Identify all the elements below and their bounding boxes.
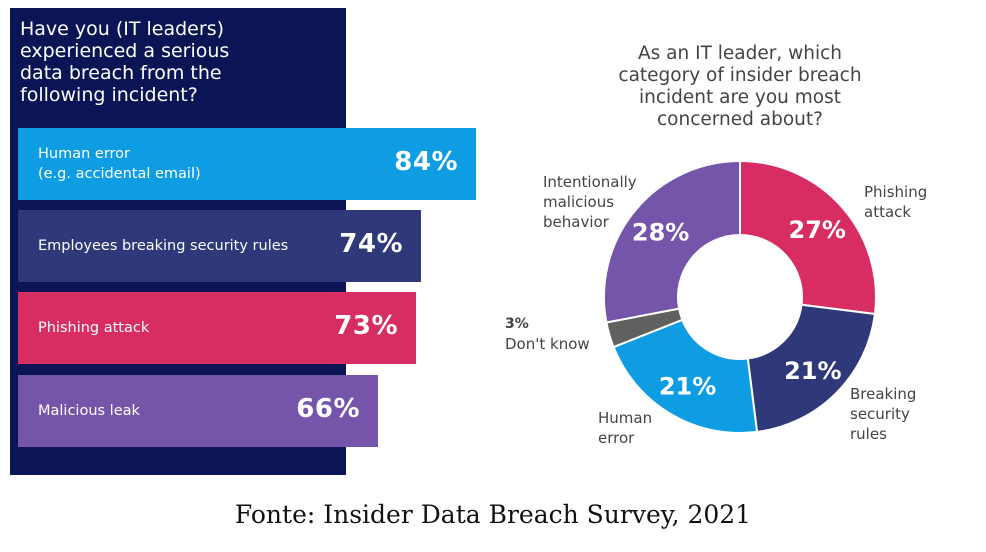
source-caption: Fonte: Insider Data Breach Survey, 2021: [234, 500, 752, 529]
slice-label-phishing: Phishing attack: [864, 183, 928, 221]
bar-value-malicious-leak: 66%: [296, 394, 360, 424]
slice-label-human-error: Human error: [598, 409, 653, 447]
bar-label-breaking-rules: Employees breaking security rules: [38, 238, 289, 254]
slice-label-malicious: Intentionally malicious behavior: [543, 173, 637, 231]
bar-label-human-error: Human error (e.g. accidental email): [38, 146, 201, 182]
bar-label-phishing: Phishing attack: [38, 320, 150, 336]
bar-value-breaking-rules: 74%: [339, 229, 403, 259]
slice-value-breaking-rules: 21%: [784, 357, 841, 385]
slice-human-error: [612, 318, 759, 434]
slice-label-breaking-rules: Breaking security rules: [850, 385, 917, 443]
slice-value-human-error: 21%: [659, 373, 716, 401]
donut-chart-title: As an IT leader, which category of insid…: [618, 43, 862, 130]
bar-chart-title: Have you (IT leaders) experienced a seri…: [20, 18, 230, 106]
slice-value-malicious: 28%: [632, 218, 689, 246]
slice-breaking-rules: [746, 303, 877, 434]
bar-value-human-error: 84%: [394, 147, 458, 177]
slice-value-dont-know: 3%: [505, 316, 529, 332]
bar-label-malicious-leak: Malicious leak: [38, 403, 140, 419]
slice-label-dont-know: Don't know: [505, 335, 590, 353]
slice-phishing: [739, 159, 877, 316]
bar-breaking-rules: Employees breaking security rules 74%: [18, 210, 421, 282]
slice-malicious: [603, 159, 741, 324]
slice-value-phishing: 27%: [789, 216, 846, 244]
bar-malicious-leak: Malicious leak 66%: [18, 375, 378, 447]
bar-phishing: Phishing attack 73%: [18, 292, 416, 364]
bar-value-phishing: 73%: [334, 311, 398, 341]
bar-human-error: Human error (e.g. accidental email) 84%: [18, 128, 476, 200]
